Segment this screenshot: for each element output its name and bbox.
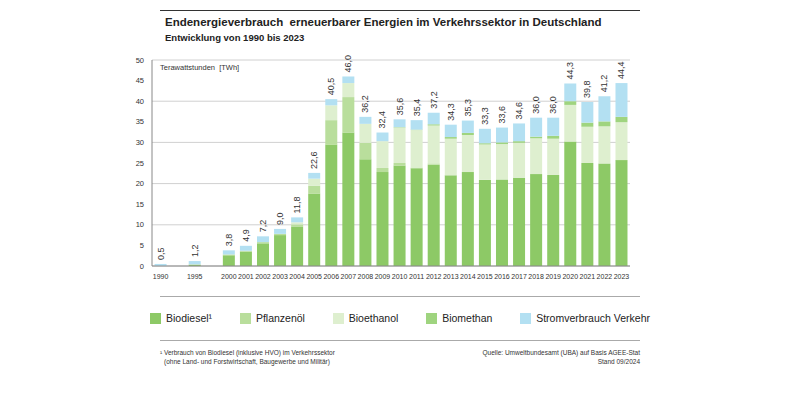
svg-text:22,6: 22,6 [309,151,319,169]
html-text:Bioethanol: Bioethanol [348,312,399,324]
html-text:Stand 09/2024: Stand 09/2024 [597,358,640,365]
svg-text:35,3: 35,3 [463,99,473,117]
svg-text:20: 20 [136,179,144,188]
svg-text:35,4: 35,4 [412,99,422,117]
svg-text:2013: 2013 [443,273,459,280]
svg-text:35: 35 [136,117,144,126]
svg-text:2009: 2009 [375,273,391,280]
svg-text:32,4: 32,4 [377,111,387,129]
svg-text:36,0: 36,0 [531,96,541,114]
svg-text:45: 45 [136,76,144,85]
html-text:Pflanzenöl: Pflanzenöl [255,312,305,324]
svg-text:2004: 2004 [289,273,305,280]
svg-text:2016: 2016 [494,273,510,280]
svg-text:2012: 2012 [426,273,442,280]
svg-text:2017: 2017 [511,273,527,280]
svg-text:46,0: 46,0 [343,55,353,73]
svg-text:36,0: 36,0 [548,96,558,114]
svg-text:2018: 2018 [528,273,544,280]
svg-text:1990: 1990 [153,273,169,280]
svg-text:11,8: 11,8 [292,197,302,214]
svg-text:2007: 2007 [341,273,357,280]
svg-text:40,5: 40,5 [326,78,336,96]
svg-text:1,2: 1,2 [190,245,200,258]
svg-text:2011: 2011 [409,273,424,280]
svg-text:25: 25 [136,159,144,168]
svg-text:9,0: 9,0 [275,212,285,225]
html-text:Biodiesel¹: Biodiesel¹ [166,312,213,324]
html-text:Terawattstunden [TWh]: Terawattstunden [TWh] [160,63,240,72]
html-text:Stromverbrauch Verkehr: Stromverbrauch Verkehr [536,312,650,324]
svg-text:34,3: 34,3 [446,103,456,121]
svg-text:7,2: 7,2 [258,220,268,233]
svg-text:2002: 2002 [255,273,271,280]
html-text:¹ Verbrauch von Biodiesel (ink: ¹ Verbrauch von Biodiesel (inklusive HVO… [160,349,335,356]
svg-text:33,6: 33,6 [497,106,507,124]
svg-text:40: 40 [136,97,144,106]
svg-text:2023: 2023 [614,273,630,280]
svg-text:2020: 2020 [562,273,578,280]
svg-text:44,4: 44,4 [616,62,626,80]
html-text:Endenergieverbrauch erneuerbar: Endenergieverbrauch erneuerbarer Energie… [165,16,602,28]
svg-text:0: 0 [140,262,144,271]
html-text:(ohne Land- und Forstwirtschaf: (ohne Land- und Forstwirtschaft, Baugewe… [164,358,330,365]
svg-text:35,6: 35,6 [395,98,405,116]
svg-text:2022: 2022 [597,273,613,280]
svg-text:0,5: 0,5 [156,247,166,260]
svg-text:2000: 2000 [221,273,237,280]
svg-text:2014: 2014 [460,273,476,280]
svg-text:3,8: 3,8 [224,234,234,247]
svg-text:34,6: 34,6 [514,102,524,120]
svg-text:39,8: 39,8 [582,80,592,98]
svg-text:10: 10 [136,220,144,229]
html-text:Biomethan: Biomethan [442,312,493,324]
svg-text:30: 30 [136,138,144,147]
svg-text:2015: 2015 [477,273,493,280]
svg-text:2006: 2006 [323,273,339,280]
svg-text:36,2: 36,2 [360,95,370,113]
svg-text:1995: 1995 [187,273,203,280]
svg-text:41,2: 41,2 [599,75,609,93]
html-text:Quelle: Umweltbundesamt (UBA): Quelle: Umweltbundesamt (UBA) auf Basis … [482,349,640,356]
svg-text:2005: 2005 [306,273,322,280]
svg-text:2003: 2003 [272,273,288,280]
svg-text:37,2: 37,2 [429,91,439,109]
svg-text:2001: 2001 [238,273,254,280]
svg-text:4,9: 4,9 [241,229,251,242]
svg-text:2008: 2008 [358,273,374,280]
svg-text:5: 5 [140,241,144,250]
svg-text:15: 15 [136,200,144,209]
svg-text:50: 50 [136,56,144,65]
svg-text:2010: 2010 [392,273,408,280]
html-text:Entwicklung von 1990 bis 2023: Entwicklung von 1990 bis 2023 [165,32,305,43]
svg-text:44,3: 44,3 [565,62,575,80]
svg-text:2019: 2019 [545,273,561,280]
svg-text:33,3: 33,3 [480,107,490,125]
svg-text:2021: 2021 [580,273,596,280]
